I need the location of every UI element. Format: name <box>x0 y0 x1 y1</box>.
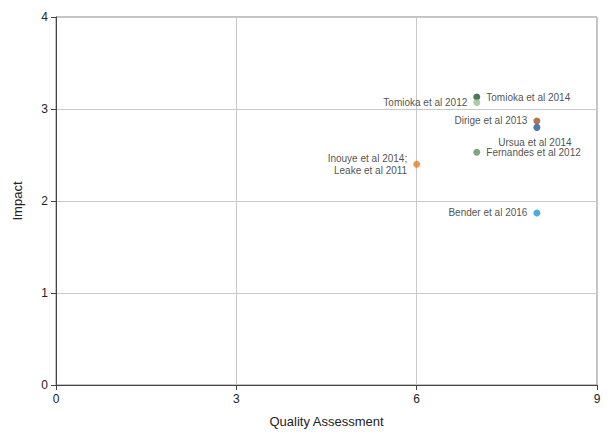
svg-text:9: 9 <box>594 392 601 406</box>
svg-text:Inouye et al 2014;: Inouye et al 2014; <box>328 153 408 164</box>
svg-text:Tomioka et al 2012: Tomioka et al 2012 <box>383 97 467 108</box>
svg-text:Leake et al 2011: Leake et al 2011 <box>334 165 408 176</box>
svg-text:Dirige et al 2013: Dirige et al 2013 <box>455 115 528 126</box>
svg-text:Tomioka et al 2014: Tomioka et al 2014 <box>486 92 570 103</box>
svg-text:Impact: Impact <box>10 181 25 220</box>
svg-text:4: 4 <box>41 10 48 24</box>
svg-text:3: 3 <box>41 102 48 116</box>
svg-text:0: 0 <box>41 378 48 392</box>
svg-text:Fernandes et al 2012: Fernandes et al 2012 <box>486 147 581 158</box>
svg-text:1: 1 <box>41 286 48 300</box>
svg-text:Quality Assessment: Quality Assessment <box>269 414 384 429</box>
svg-text:Ursua et al 2014: Ursua et al 2014 <box>498 137 572 149</box>
svg-text:Bender et al 2016: Bender et al 2016 <box>448 207 527 218</box>
svg-text:0: 0 <box>53 392 60 406</box>
svg-text:2: 2 <box>41 194 48 208</box>
svg-text:6: 6 <box>413 392 420 406</box>
svg-text:3: 3 <box>233 392 240 406</box>
